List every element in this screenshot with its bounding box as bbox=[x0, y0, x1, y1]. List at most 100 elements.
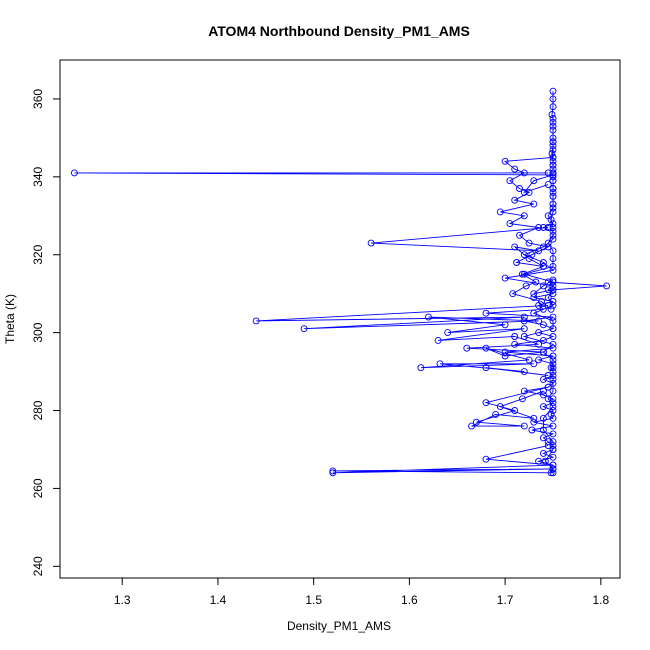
data-point bbox=[520, 317, 528, 325]
data-point bbox=[549, 344, 557, 352]
data-point bbox=[549, 126, 557, 134]
data-point bbox=[544, 383, 552, 391]
data-point bbox=[544, 224, 552, 231]
data-point bbox=[549, 220, 557, 228]
data-point bbox=[520, 333, 528, 340]
data-point bbox=[520, 387, 528, 395]
x-tick-label: 1.7 bbox=[497, 593, 514, 607]
data-point bbox=[548, 111, 556, 118]
data-point bbox=[513, 259, 521, 266]
data-point bbox=[520, 368, 528, 376]
data-point bbox=[522, 282, 530, 290]
data-point bbox=[516, 185, 523, 192]
data-point bbox=[549, 142, 557, 150]
data-point bbox=[511, 243, 519, 251]
y-tick-label: 280 bbox=[31, 400, 45, 420]
data-point bbox=[525, 356, 533, 364]
data-point bbox=[549, 161, 557, 169]
data-point bbox=[549, 286, 557, 294]
data-point bbox=[468, 422, 476, 430]
data-point bbox=[518, 270, 526, 278]
y-tick-label: 240 bbox=[31, 556, 45, 576]
data-point bbox=[549, 173, 557, 181]
data-point bbox=[530, 177, 538, 185]
data-point bbox=[520, 169, 528, 177]
series-line bbox=[533, 279, 607, 295]
data-point bbox=[539, 375, 547, 383]
data-point bbox=[549, 185, 557, 192]
data-point bbox=[539, 434, 547, 442]
data-point bbox=[549, 87, 557, 95]
data-point bbox=[520, 270, 528, 278]
chart-title: ATOM4 Northbound Density_PM1_AMS bbox=[208, 23, 470, 39]
series-line bbox=[256, 304, 549, 376]
data-point bbox=[482, 399, 490, 407]
data-point bbox=[544, 278, 552, 286]
data-point bbox=[548, 150, 556, 157]
data-point bbox=[549, 360, 557, 368]
y-tick-label: 320 bbox=[31, 244, 45, 264]
series-line bbox=[485, 91, 555, 473]
series-line bbox=[471, 386, 549, 427]
data-point bbox=[547, 364, 555, 372]
series-line bbox=[500, 156, 554, 310]
x-axis-label: Density_PM1_AMS bbox=[287, 619, 391, 633]
data-point bbox=[520, 212, 528, 220]
series-lines bbox=[74, 91, 607, 474]
data-point bbox=[520, 422, 528, 430]
data-point bbox=[549, 442, 557, 450]
data-point bbox=[549, 333, 557, 340]
data-point bbox=[520, 325, 528, 333]
data-point bbox=[549, 387, 557, 395]
data-point bbox=[482, 364, 490, 372]
data-point bbox=[300, 325, 308, 333]
data-point bbox=[549, 103, 557, 111]
data-point bbox=[530, 360, 538, 368]
data-point bbox=[549, 407, 557, 414]
data-point bbox=[549, 114, 557, 122]
data-point bbox=[549, 255, 557, 263]
data-point bbox=[539, 321, 547, 329]
data-point bbox=[549, 446, 557, 453]
data-point bbox=[549, 138, 557, 146]
data-point bbox=[549, 157, 557, 165]
data-point bbox=[549, 134, 557, 142]
x-tick-label: 1.6 bbox=[401, 593, 418, 607]
data-point bbox=[252, 317, 260, 325]
x-tick-label: 1.8 bbox=[593, 593, 610, 607]
data-point bbox=[539, 305, 547, 313]
data-point bbox=[541, 457, 549, 465]
data-point bbox=[535, 457, 543, 465]
data-point bbox=[549, 399, 557, 407]
data-point bbox=[539, 282, 547, 290]
data-point bbox=[549, 379, 557, 387]
data-point bbox=[472, 418, 480, 426]
data-point bbox=[549, 118, 557, 126]
data-point bbox=[496, 403, 504, 411]
data-point bbox=[539, 449, 547, 457]
data-point bbox=[539, 414, 547, 422]
data-point bbox=[549, 453, 557, 461]
data-point bbox=[544, 372, 552, 379]
data-point bbox=[549, 146, 557, 154]
data-point bbox=[549, 352, 557, 360]
data-point bbox=[549, 278, 557, 286]
data-point bbox=[539, 348, 547, 356]
x-tick-label: 1.5 bbox=[305, 593, 322, 607]
data-point bbox=[549, 276, 557, 284]
data-point bbox=[549, 235, 557, 243]
data-point bbox=[535, 247, 543, 255]
data-point bbox=[549, 290, 557, 298]
data-point bbox=[367, 239, 375, 247]
data-point bbox=[506, 177, 514, 185]
data-point bbox=[463, 344, 471, 352]
data-point bbox=[434, 336, 442, 344]
data-point bbox=[547, 410, 555, 418]
data-point bbox=[511, 333, 519, 340]
data-point bbox=[506, 220, 514, 228]
data-point bbox=[520, 251, 528, 259]
data-point bbox=[549, 301, 557, 309]
data-point bbox=[549, 372, 557, 379]
data-point bbox=[549, 298, 557, 305]
data-point bbox=[528, 426, 536, 434]
